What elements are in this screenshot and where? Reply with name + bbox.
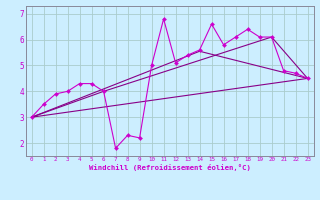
X-axis label: Windchill (Refroidissement éolien,°C): Windchill (Refroidissement éolien,°C): [89, 164, 251, 171]
